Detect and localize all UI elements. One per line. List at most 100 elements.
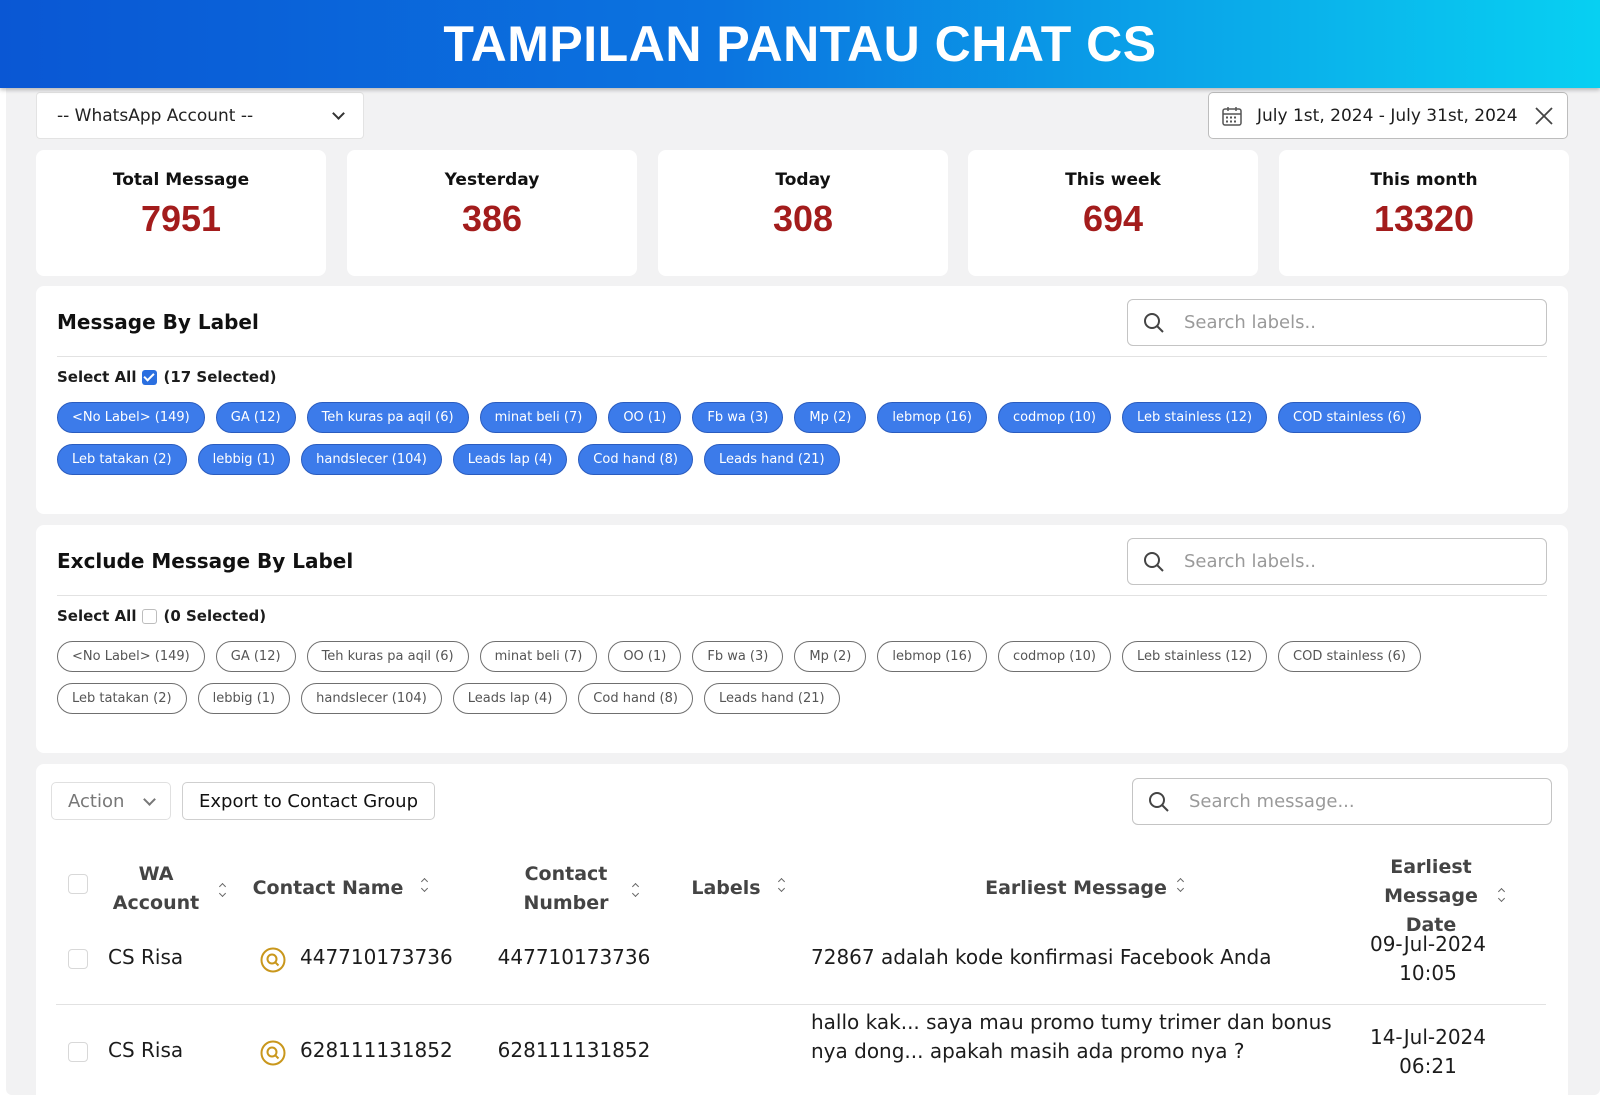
sort-icon[interactable] xyxy=(778,878,786,892)
exclude-label-search-input[interactable]: Search labels.. xyxy=(1127,538,1547,585)
label-chip[interactable]: COD stainless (6) xyxy=(1278,641,1421,672)
label-chip[interactable]: lebmop (16) xyxy=(877,641,987,672)
column-header-labels[interactable]: Labels xyxy=(691,877,761,899)
stat-label: Yesterday xyxy=(444,170,540,190)
select-all-checkbox[interactable] xyxy=(142,369,158,385)
row-divider xyxy=(56,1004,1546,1005)
label-chip[interactable]: codmop (10) xyxy=(997,402,1111,433)
column-header-earliest-message-date[interactable]: Earliest Message Date xyxy=(1384,856,1478,936)
label-chip[interactable]: lebbig (1) xyxy=(197,444,291,475)
column-header-wa-account[interactable]: WA Account xyxy=(112,863,200,914)
column-header-earliest-message[interactable]: Earliest Message xyxy=(985,877,1167,899)
sort-icon[interactable] xyxy=(421,878,429,892)
column-header-contact-number[interactable]: Contact Number xyxy=(523,863,609,914)
label-chip[interactable]: minat beli (7) xyxy=(479,402,598,433)
exclude-message-by-label-title: Exclude Message By Label xyxy=(57,549,354,573)
label-chip[interactable]: lebmop (16) xyxy=(877,402,987,433)
exclude-label-search-placeholder: Search labels.. xyxy=(1184,551,1316,572)
stat-this-week: This week 694 xyxy=(968,150,1258,276)
cell-earliest-date: 14-Jul-2024 06:21 xyxy=(1358,1023,1498,1081)
label-chip[interactable]: minat beli (7) xyxy=(479,641,598,672)
label-chip[interactable]: handslecer (104) xyxy=(301,683,442,714)
stat-label: This month xyxy=(1370,170,1478,190)
search-icon xyxy=(1144,312,1164,333)
label-chip[interactable]: Teh kuras pa aqil (6) xyxy=(306,402,469,433)
label-chip[interactable]: OO (1) xyxy=(608,402,682,433)
cell-wa-account: CS Risa xyxy=(108,1038,184,1062)
stat-this-month: This month 13320 xyxy=(1279,150,1569,276)
date-range-value: July 1st, 2024 - July 31st, 2024 xyxy=(1257,105,1518,126)
label-chip[interactable]: Teh kuras pa aqil (6) xyxy=(306,641,469,672)
label-chip[interactable]: Leb stainless (12) xyxy=(1121,402,1268,433)
label-chip[interactable]: Cod hand (8) xyxy=(578,444,693,475)
stat-value: 308 xyxy=(772,198,834,239)
divider xyxy=(57,595,1547,596)
select-all-checkbox[interactable] xyxy=(142,608,158,624)
include-select-all[interactable]: Select All (17 Selected) xyxy=(57,368,277,386)
time-value: 10:05 xyxy=(1399,961,1457,985)
row-checkbox[interactable] xyxy=(68,949,88,969)
label-chip[interactable]: <No Label> (149) xyxy=(57,641,205,672)
sort-icon[interactable] xyxy=(219,883,227,897)
action-dropdown-label: Action xyxy=(68,790,125,812)
include-label-search-placeholder: Search labels.. xyxy=(1184,312,1316,333)
action-dropdown[interactable]: Action xyxy=(51,782,171,820)
label-chip[interactable]: Fb wa (3) xyxy=(692,402,784,433)
cell-contact-name: 628111131852 xyxy=(300,1038,453,1062)
stat-today: Today 308 xyxy=(658,150,948,276)
search-icon xyxy=(1149,791,1169,812)
label-chip[interactable]: <No Label> (149) xyxy=(57,402,205,433)
label-chip[interactable]: Mp (2) xyxy=(794,402,867,433)
stat-label: Total Message xyxy=(112,170,250,190)
column-header-contact-name[interactable]: Contact Name xyxy=(252,877,404,899)
label-chip[interactable]: codmop (10) xyxy=(997,641,1111,672)
cell-contact-name: 447710173736 xyxy=(300,945,453,969)
label-chip[interactable]: Leb tatakan (2) xyxy=(57,683,187,714)
label-chip[interactable]: GA (12) xyxy=(215,402,296,433)
sort-icon[interactable] xyxy=(1177,878,1185,892)
cell-contact-number: 447710173736 xyxy=(497,945,651,969)
sort-icon[interactable] xyxy=(1498,888,1506,902)
chevron-down-icon xyxy=(332,107,345,120)
label-chip[interactable]: Fb wa (3) xyxy=(692,641,784,672)
export-to-contact-group-button[interactable]: Export to Contact Group xyxy=(182,782,435,820)
label-chip[interactable]: Cod hand (8) xyxy=(578,683,693,714)
cell-earliest-message: hallo kak... saya mau promo tumy trimer … xyxy=(811,1010,1332,1063)
label-chip[interactable]: lebbig (1) xyxy=(197,683,291,714)
stat-value: 13320 xyxy=(1373,198,1475,239)
time-value: 06:21 xyxy=(1399,1054,1457,1078)
search-contact-icon[interactable] xyxy=(260,1040,286,1066)
select-all-label: Select All xyxy=(57,607,137,625)
whatsapp-account-select[interactable]: -- WhatsApp Account -- xyxy=(36,92,364,139)
label-chip[interactable]: Leads lap (4) xyxy=(452,444,568,475)
exclude-select-all[interactable]: Select All (0 Selected) xyxy=(57,607,266,625)
label-chip[interactable]: Leb tatakan (2) xyxy=(57,444,187,475)
label-chip[interactable]: OO (1) xyxy=(608,641,682,672)
date-value: 14-Jul-2024 xyxy=(1369,1025,1487,1049)
label-chip[interactable]: Leads hand (21) xyxy=(703,683,840,714)
sort-icon[interactable] xyxy=(632,883,640,897)
exclude-label-chips: <No Label> (149) GA (12) Teh kuras pa aqil… xyxy=(57,641,1547,714)
include-label-search-input[interactable]: Search labels.. xyxy=(1127,299,1547,346)
stat-total-message: Total Message 7951 xyxy=(36,150,326,276)
message-search-placeholder: Search message... xyxy=(1189,791,1355,812)
exclude-message-by-label-card: Exclude Message By Label Search labels..… xyxy=(36,525,1568,753)
stat-label: This week xyxy=(1065,170,1161,190)
search-contact-icon[interactable] xyxy=(260,947,286,973)
label-chip[interactable]: Mp (2) xyxy=(794,641,867,672)
label-chip[interactable]: Leads lap (4) xyxy=(452,683,568,714)
label-chip[interactable]: Leb stainless (12) xyxy=(1121,641,1268,672)
label-chip[interactable]: COD stainless (6) xyxy=(1278,402,1421,433)
row-checkbox[interactable] xyxy=(68,1042,88,1062)
label-chip[interactable]: GA (12) xyxy=(215,641,296,672)
stat-label: Today xyxy=(775,170,831,190)
stat-yesterday: Yesterday 386 xyxy=(347,150,637,276)
label-chip[interactable]: handslecer (104) xyxy=(301,444,442,475)
close-icon[interactable] xyxy=(1533,105,1555,127)
select-all-rows-checkbox[interactable] xyxy=(68,874,88,894)
message-search-input[interactable]: Search message... xyxy=(1132,778,1552,825)
date-range-picker[interactable]: July 1st, 2024 - July 31st, 2024 xyxy=(1208,92,1568,139)
cell-earliest-date: 09-Jul-2024 10:05 xyxy=(1358,930,1498,988)
date-value: 09-Jul-2024 xyxy=(1369,932,1487,956)
label-chip[interactable]: Leads hand (21) xyxy=(703,444,840,475)
